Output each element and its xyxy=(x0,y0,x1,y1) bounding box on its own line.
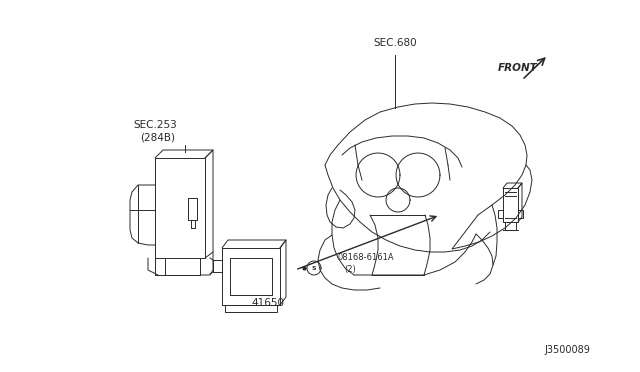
Text: (2): (2) xyxy=(344,265,356,274)
Text: J3500089: J3500089 xyxy=(544,345,590,355)
Text: 08168-6161A: 08168-6161A xyxy=(338,253,395,262)
Text: SEC.253: SEC.253 xyxy=(133,120,177,130)
Text: SEC.680: SEC.680 xyxy=(373,38,417,48)
Text: (284B): (284B) xyxy=(141,133,175,143)
Text: S: S xyxy=(312,266,316,270)
Text: 41650: 41650 xyxy=(252,298,285,308)
Text: FRONT: FRONT xyxy=(498,63,538,73)
